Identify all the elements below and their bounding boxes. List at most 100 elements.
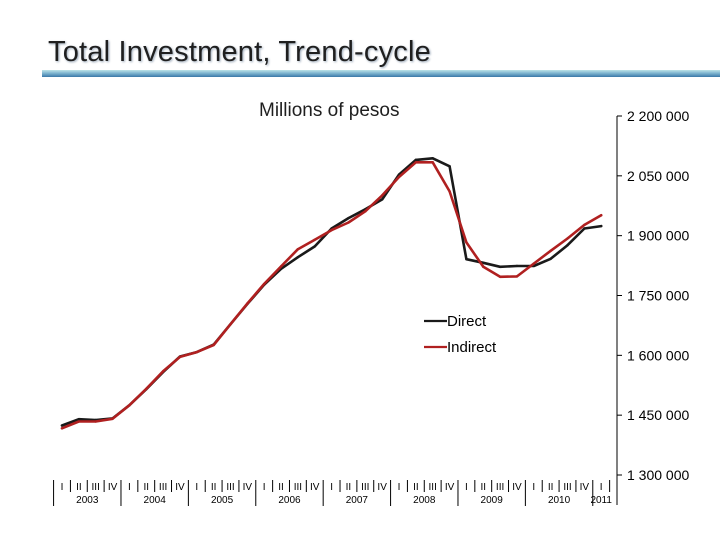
quarter-label: III xyxy=(92,482,100,493)
y-tick-label: 1 900 000 xyxy=(627,228,689,244)
data-point-indirect xyxy=(549,249,552,253)
year-label: 2005 xyxy=(211,495,234,506)
data-point-direct xyxy=(380,198,384,201)
data-point-indirect xyxy=(465,241,468,244)
y-tick-label: 1 300 000 xyxy=(627,467,689,483)
data-point-indirect xyxy=(77,420,81,423)
y-tick-label: 1 450 000 xyxy=(627,407,689,423)
quarter-label: III xyxy=(159,482,167,493)
data-point-indirect xyxy=(161,370,165,373)
quarter-label: II xyxy=(548,482,554,493)
quarter-label: III xyxy=(294,482,302,493)
data-point-direct xyxy=(313,245,316,248)
data-point-direct xyxy=(60,424,64,427)
quarter-label: I xyxy=(465,482,468,493)
data-point-indirect xyxy=(178,355,182,359)
year-label: 2009 xyxy=(481,495,504,506)
data-point-indirect xyxy=(380,194,384,197)
series-line-indirect xyxy=(60,161,603,430)
data-point-direct xyxy=(498,265,502,268)
y-tick-label: 1 600 000 xyxy=(627,347,689,363)
legend-label-direct: Direct xyxy=(447,313,487,330)
data-point-direct xyxy=(296,256,300,259)
data-point-indirect xyxy=(330,228,333,232)
chart-legend: Direct Indirect xyxy=(424,313,497,356)
data-point-indirect xyxy=(347,221,350,224)
data-point-direct xyxy=(515,264,519,268)
data-point-direct xyxy=(465,258,468,261)
data-point-direct xyxy=(583,227,586,230)
quarter-label: I xyxy=(263,482,266,493)
quarter-label: II xyxy=(346,482,352,493)
data-point-indirect xyxy=(414,161,418,164)
data-point-indirect xyxy=(566,237,569,240)
data-point-direct xyxy=(566,244,569,247)
quarter-label: II xyxy=(278,482,284,493)
data-point-indirect xyxy=(263,282,266,286)
data-point-direct xyxy=(448,165,451,168)
data-point-indirect xyxy=(279,265,283,268)
data-point-indirect xyxy=(364,210,367,213)
data-point-indirect xyxy=(431,161,434,164)
data-point-indirect xyxy=(498,275,502,278)
title-rule xyxy=(42,70,720,77)
quarter-label: III xyxy=(429,482,437,493)
data-point-indirect xyxy=(482,265,485,268)
year-label: 2007 xyxy=(346,495,369,506)
chart-axes: 2 200 000 2 050 000 1 900 000 1 750 000 1 60… xyxy=(53,108,689,506)
quarter-label: IV xyxy=(580,482,590,493)
data-point-indirect xyxy=(212,343,215,347)
data-point-indirect xyxy=(195,350,198,354)
data-point-indirect xyxy=(583,223,586,227)
year-label: 2008 xyxy=(413,495,436,506)
quarter-label: IV xyxy=(512,482,522,493)
data-point-indirect xyxy=(128,403,131,407)
data-point-indirect xyxy=(397,175,401,179)
chart-series xyxy=(60,157,603,430)
year-label: 2010 xyxy=(548,495,571,506)
quarter-label: III xyxy=(563,482,571,493)
series-line-direct xyxy=(60,157,603,427)
data-point-indirect xyxy=(313,238,316,241)
data-point-indirect xyxy=(600,214,603,217)
quarter-label: II xyxy=(413,482,419,493)
data-point-indirect xyxy=(532,262,535,265)
quarter-label: IV xyxy=(175,482,185,493)
quarter-label: III xyxy=(361,482,369,493)
quarter-label: I xyxy=(61,482,64,493)
quarter-label: IV xyxy=(108,482,118,493)
y-tick-label: 2 050 000 xyxy=(627,168,689,184)
data-point-indirect xyxy=(246,302,249,305)
quarter-label: IV xyxy=(243,482,253,493)
slide-title: Total Investment, Trend-cycle xyxy=(48,36,431,68)
quarter-label: I xyxy=(532,482,535,493)
quarter-label: III xyxy=(226,482,234,493)
data-point-indirect xyxy=(111,417,114,420)
y-tick-label: 1 750 000 xyxy=(627,288,689,304)
quarter-label: I xyxy=(330,482,333,493)
y-tick-label: 2 200 000 xyxy=(627,108,689,124)
quarter-label: IV xyxy=(377,482,387,493)
quarter-label: II xyxy=(76,482,82,493)
year-label: 2006 xyxy=(278,495,301,506)
data-point-indirect xyxy=(515,275,519,278)
year-label: 2003 xyxy=(76,495,99,506)
data-point-direct xyxy=(431,157,434,160)
quarter-label: I xyxy=(195,482,198,493)
data-point-direct xyxy=(482,261,485,264)
data-point-indirect xyxy=(145,387,148,391)
quarter-label: I xyxy=(600,482,603,493)
chart-subtitle: Millions of pesos xyxy=(259,100,400,121)
quarter-label: II xyxy=(143,482,149,493)
data-point-indirect xyxy=(60,427,64,430)
quarter-label: I xyxy=(128,482,131,493)
year-label: 2011 xyxy=(590,495,612,506)
quarter-label: II xyxy=(211,482,217,493)
quarter-label: I xyxy=(398,482,401,493)
legend-label-indirect: Indirect xyxy=(447,339,497,356)
data-point-indirect xyxy=(296,248,300,251)
quarter-label: II xyxy=(480,482,486,493)
data-point-direct xyxy=(77,417,81,421)
data-point-indirect xyxy=(94,420,97,423)
